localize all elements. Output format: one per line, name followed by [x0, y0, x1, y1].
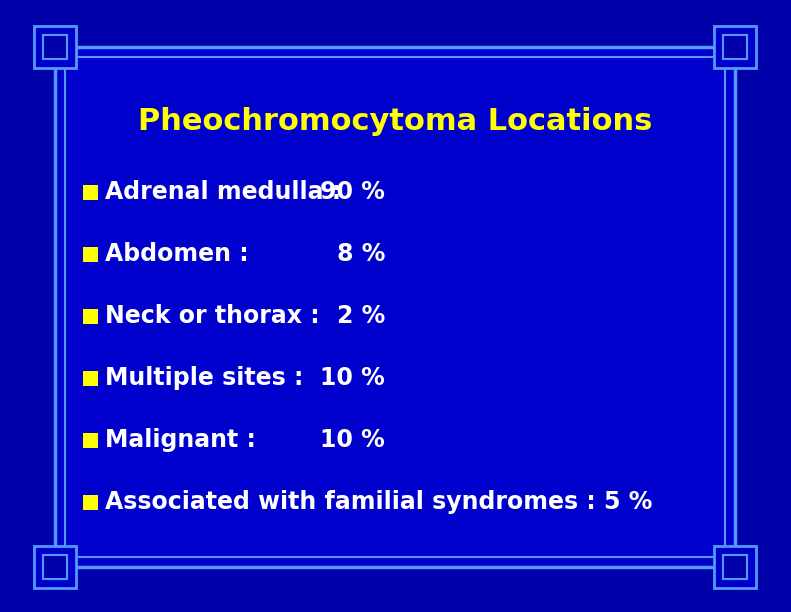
- Bar: [83, 370, 98, 386]
- Text: 8 %: 8 %: [337, 242, 385, 266]
- Text: Multiple sites :: Multiple sites :: [105, 366, 304, 390]
- Bar: [83, 433, 98, 447]
- Text: Adrenal medulla :: Adrenal medulla :: [105, 180, 341, 204]
- Bar: [83, 247, 98, 261]
- Bar: [55, 47, 735, 567]
- Bar: [83, 308, 98, 324]
- Text: Neck or thorax :: Neck or thorax :: [105, 304, 320, 328]
- Text: Malignant :: Malignant :: [105, 428, 255, 452]
- Bar: [44, 555, 66, 579]
- Text: 10 %: 10 %: [320, 366, 385, 390]
- Bar: [83, 494, 98, 510]
- Bar: [723, 555, 747, 579]
- Bar: [34, 546, 76, 588]
- Text: 2 %: 2 %: [337, 304, 385, 328]
- Text: 10 %: 10 %: [320, 428, 385, 452]
- Text: Associated with familial syndromes : 5 %: Associated with familial syndromes : 5 %: [105, 490, 653, 514]
- Bar: [34, 26, 76, 68]
- Bar: [714, 546, 756, 588]
- Text: 90 %: 90 %: [320, 180, 385, 204]
- Bar: [65, 57, 725, 557]
- Bar: [723, 35, 747, 59]
- Bar: [83, 184, 98, 200]
- Bar: [44, 35, 66, 59]
- Bar: [714, 26, 756, 68]
- Text: Abdomen :: Abdomen :: [105, 242, 248, 266]
- Bar: [34, 546, 76, 588]
- Bar: [55, 47, 735, 567]
- Bar: [34, 26, 76, 68]
- Bar: [714, 26, 756, 68]
- Text: Pheochromocytoma Locations: Pheochromocytoma Locations: [138, 108, 653, 136]
- Bar: [714, 546, 756, 588]
